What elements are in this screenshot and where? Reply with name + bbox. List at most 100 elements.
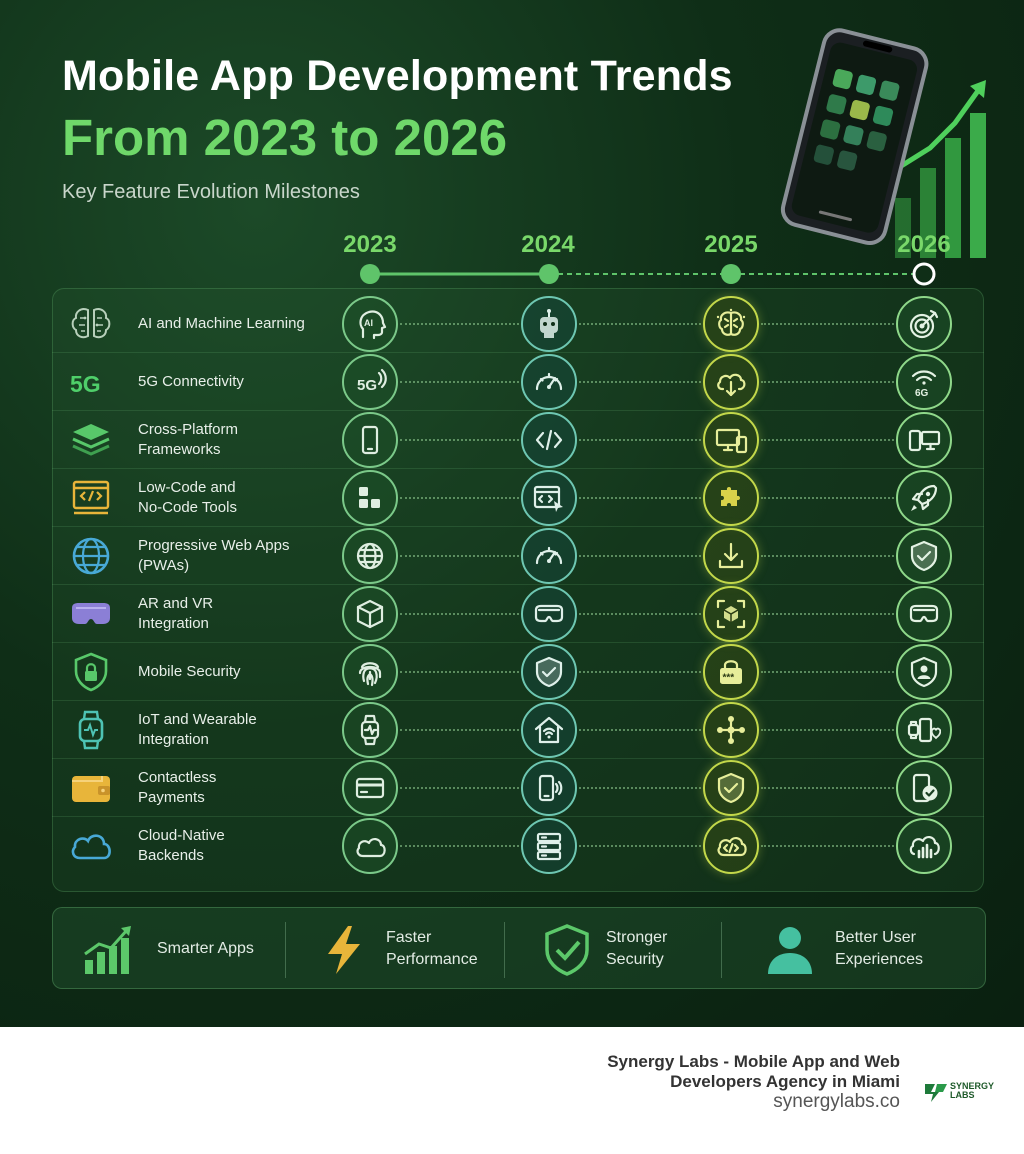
connector-dots — [579, 439, 701, 441]
brain-icon — [716, 308, 746, 336]
connector-dots — [400, 613, 519, 615]
stage-2023-ai-head-icon: AI — [342, 296, 398, 352]
benefit-smarter-apps: Smarter Apps — [53, 908, 285, 990]
year-2026: 2026 — [897, 231, 951, 258]
stage-2025-puzzle-icon — [703, 470, 759, 526]
connector-dots — [400, 439, 519, 441]
divider — [504, 922, 505, 978]
stage-2024-phone-nfc-icon — [521, 760, 577, 816]
code-window-icon — [68, 478, 114, 518]
stage-2025-ar-cube-icon — [703, 586, 759, 642]
connector-dots — [761, 787, 894, 789]
stage-2023-fingerprint-icon — [342, 644, 398, 700]
year-2023: 2023 — [343, 231, 397, 258]
timeline — [360, 262, 936, 286]
lightning-icon — [328, 926, 360, 974]
feature-row: AR and VR Integration — [52, 585, 984, 643]
stage-2025-download-icon — [703, 528, 759, 584]
cloud-icon — [356, 838, 386, 858]
feature-row: Mobile Security *** — [52, 643, 984, 701]
connector-dots — [400, 555, 519, 557]
feature-row: Cloud-Native Backends — [52, 817, 984, 875]
features-panel — [52, 288, 984, 892]
connector-dots — [761, 613, 894, 615]
logo-text: SYNERGY LABS — [950, 1082, 994, 1100]
stage-2026-cloud-analytics-icon — [896, 818, 952, 874]
synergy-labs-logo — [925, 1084, 947, 1102]
benefit-stronger-security: Stronger Security — [505, 908, 721, 990]
shield-lock-icon — [68, 652, 114, 692]
benefits-bar: Smarter Apps Faster Performance Stronger… — [52, 907, 986, 989]
connector-dots — [761, 671, 894, 673]
feature-label: AI and Machine Learning — [138, 315, 305, 332]
stage-2023-5g-signal-icon: 5G — [342, 354, 398, 410]
6g-wifi-icon: 6G — [911, 370, 937, 399]
stage-2023-phone-icon — [342, 412, 398, 468]
network-nodes-icon — [717, 716, 745, 744]
feature-label: Low-Code and No-Code Tools — [138, 479, 237, 516]
fingerprint-icon — [358, 662, 382, 687]
stage-2024-smart-home-icon — [521, 702, 577, 758]
speedometer-icon — [535, 546, 563, 565]
connector-dots — [761, 845, 894, 847]
year-2025: 2025 — [704, 231, 758, 258]
ai-head-icon: AI — [359, 310, 387, 340]
connector-dots — [579, 845, 701, 847]
connector-dots — [761, 323, 894, 325]
phone-growth-illustration — [780, 28, 986, 258]
connector-dots — [400, 497, 519, 499]
devices-icon — [715, 428, 748, 454]
puzzle-icon — [721, 487, 740, 506]
feature-label: Cloud-Native Backends — [138, 827, 225, 864]
stage-2026-phone-monitor-icon — [896, 412, 952, 468]
footer-company: Synergy Labs - Mobile App and Web Develo… — [607, 1052, 900, 1092]
stage-2026-target-icon — [896, 296, 952, 352]
download-icon — [718, 542, 744, 569]
code-cursor-icon — [533, 485, 563, 512]
stage-2023-cube-icon — [342, 586, 398, 642]
phone-nfc-icon — [538, 774, 563, 802]
stage-2023-globe-icon — [342, 528, 398, 584]
title-line-2: From 2023 to 2026 — [62, 109, 508, 166]
benefit-label: Faster Performance — [386, 929, 478, 968]
stage-2026-shield-user-icon — [896, 644, 952, 700]
connector-dots — [579, 671, 701, 673]
feature-row: IoT and Wearable Integration — [52, 701, 984, 759]
vr-goggles-icon — [909, 604, 939, 623]
svg-text:5G: 5G — [357, 377, 377, 394]
feature-label: Cross-Platform Frameworks — [138, 421, 239, 458]
connector-dots — [761, 729, 894, 731]
target-icon — [909, 309, 939, 339]
connector-dots — [579, 497, 701, 499]
year-2024: 2024 — [521, 231, 575, 258]
ar-cube-icon — [716, 599, 746, 629]
svg-text:5G: 5G — [70, 371, 101, 397]
cube-icon — [356, 599, 384, 629]
globe-icon — [68, 536, 114, 576]
connector-dots — [400, 845, 519, 847]
feature-row: Progressive Web Apps (PWAs) — [52, 527, 984, 585]
connector-dots — [761, 555, 894, 557]
connector-dots — [400, 323, 519, 325]
footer-url[interactable]: synergylabs.co — [773, 1091, 900, 1112]
shield-check-icon — [717, 772, 745, 804]
feature-label: IoT and Wearable Integration — [138, 711, 257, 748]
connector-dots — [579, 381, 701, 383]
vr-goggles-icon — [534, 604, 564, 623]
stage-2025-cloud-code-icon — [703, 818, 759, 874]
5g-icon: 5G — [68, 362, 114, 402]
cloud-download-icon — [717, 373, 746, 397]
stage-2026-shield-check-icon — [896, 528, 952, 584]
connector-dots — [579, 323, 701, 325]
stage-2026-phone-check-icon — [896, 760, 952, 816]
globe-icon — [356, 542, 384, 570]
divider — [285, 922, 286, 978]
phone-icon — [361, 425, 379, 455]
stage-2023-cloud-icon — [342, 818, 398, 874]
stage-2025-devices-icon — [703, 412, 759, 468]
stage-2024-shield-check-icon — [521, 644, 577, 700]
5g-signal-icon: 5G — [357, 368, 387, 394]
stage-2024-robot-icon — [521, 296, 577, 352]
feature-label: 5G Connectivity — [138, 373, 244, 390]
svg-text:6G: 6G — [915, 388, 929, 399]
